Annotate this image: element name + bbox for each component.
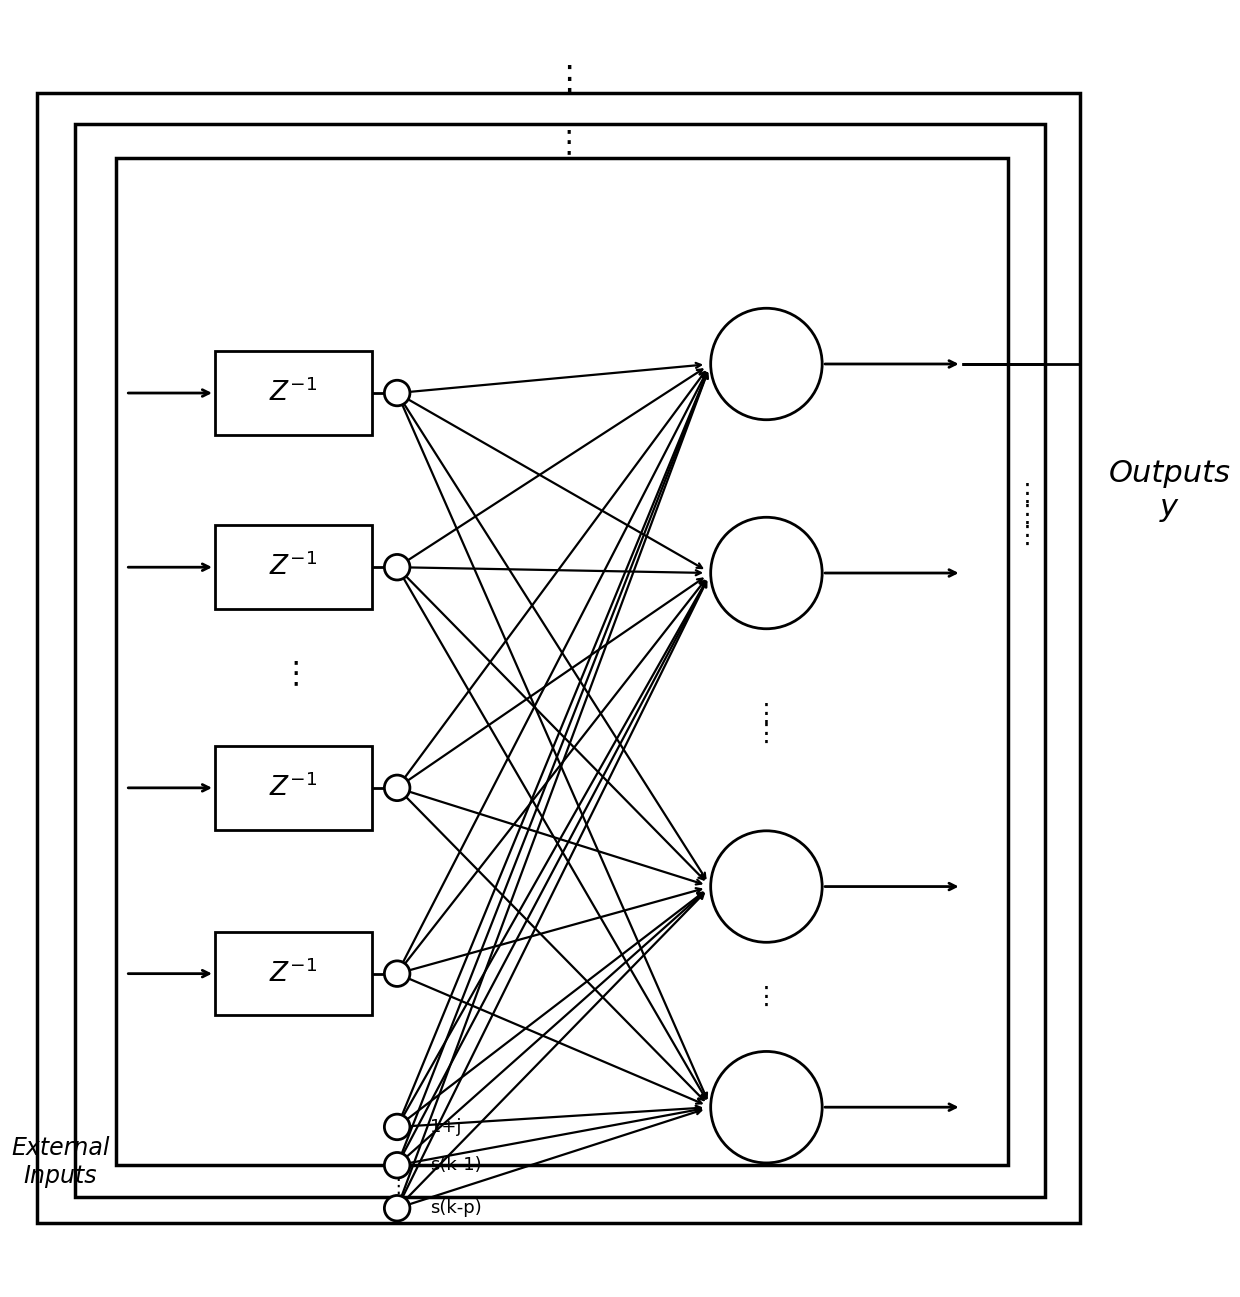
Text: External
Inputs: External Inputs <box>11 1136 109 1188</box>
Bar <box>117 158 1008 1165</box>
Bar <box>215 931 372 1016</box>
Circle shape <box>384 1114 410 1140</box>
Circle shape <box>711 518 822 629</box>
Text: $Z^{-1}$: $Z^{-1}$ <box>269 960 317 988</box>
Bar <box>76 123 1045 1197</box>
Text: ⋮: ⋮ <box>281 660 311 689</box>
Text: s(k-p): s(k-p) <box>430 1200 481 1217</box>
Text: $Z^{-1}$: $Z^{-1}$ <box>269 379 317 407</box>
Text: ⋮: ⋮ <box>388 1176 408 1196</box>
Text: $Z^{-1}$: $Z^{-1}$ <box>269 773 317 802</box>
Circle shape <box>384 380 410 406</box>
Bar <box>37 93 1080 1223</box>
Text: ⋮: ⋮ <box>552 64 585 96</box>
Text: s(k-1): s(k-1) <box>430 1156 481 1174</box>
Bar <box>215 351 372 434</box>
Circle shape <box>711 1052 822 1163</box>
Circle shape <box>384 776 410 800</box>
Bar <box>215 746 372 830</box>
Circle shape <box>711 831 822 943</box>
Text: ⋮: ⋮ <box>554 127 584 157</box>
Circle shape <box>384 1196 410 1220</box>
Circle shape <box>384 554 410 580</box>
Text: $Z^{-1}$: $Z^{-1}$ <box>269 553 317 581</box>
Bar <box>215 525 372 610</box>
Text: 1+j: 1+j <box>430 1118 461 1136</box>
Text: ⋮
⋮
⋮: ⋮ ⋮ ⋮ <box>1016 481 1040 549</box>
Circle shape <box>384 961 410 987</box>
Circle shape <box>711 309 822 420</box>
Text: ⋮: ⋮ <box>754 984 779 1009</box>
Text: ⋮
⋮: ⋮ ⋮ <box>754 702 779 746</box>
Circle shape <box>384 1153 410 1178</box>
Text: Outputs
$y$: Outputs $y$ <box>1109 459 1231 524</box>
